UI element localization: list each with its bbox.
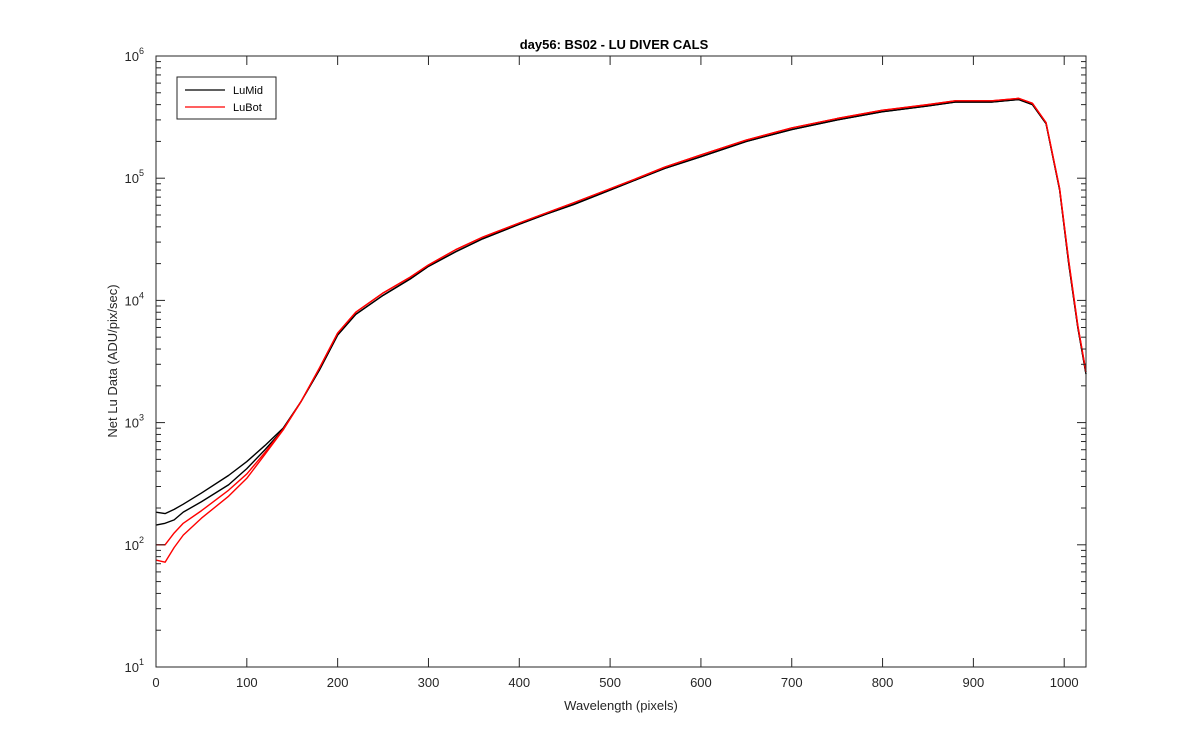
chart-title: day56: BS02 - LU DIVER CALS [520, 37, 709, 52]
axes-box [155, 55, 1087, 668]
legend: LuMid LuBot [176, 76, 277, 120]
series-line-lubot-2 [155, 97, 1087, 563]
series-line-lumid-2 [155, 98, 1087, 526]
x-tick-label: 600 [690, 675, 712, 690]
x-tick-label: 0 [152, 675, 159, 690]
y-axis: 101 102 103 104 105 106 [125, 46, 1086, 675]
y-tick-label: 104 [125, 290, 144, 308]
x-tick-label: 500 [599, 675, 621, 690]
plot-area [155, 97, 1087, 563]
x-axis-label: Wavelength (pixels) [564, 698, 678, 713]
x-tick-label: 200 [327, 675, 349, 690]
y-tick-label: 106 [125, 46, 144, 64]
legend-label-lubot: LuBot [233, 102, 262, 114]
x-tick-label: 1000 [1050, 675, 1079, 690]
y-tick-label: 101 [125, 657, 144, 675]
y-tick-label: 103 [125, 413, 144, 431]
x-tick-label: 300 [418, 675, 440, 690]
x-tick-label: 100 [236, 675, 258, 690]
y-axis-label: Net Lu Data (ADU/pix/sec) [105, 284, 120, 437]
x-tick-label: 700 [781, 675, 803, 690]
x-axis: 0 100 200 300 400 500 600 700 800 900 1000 [152, 56, 1079, 690]
x-tick-label: 400 [508, 675, 530, 690]
series-line-lumid-1 [155, 98, 1087, 515]
x-tick-label: 800 [872, 675, 894, 690]
series-line-lubot-1 [156, 97, 1087, 546]
y-tick-label: 105 [125, 168, 144, 186]
legend-label-lumid: LuMid [233, 85, 263, 97]
x-tick-label: 900 [963, 675, 985, 690]
legend-box [176, 76, 277, 120]
y-tick-label: 102 [125, 535, 144, 553]
